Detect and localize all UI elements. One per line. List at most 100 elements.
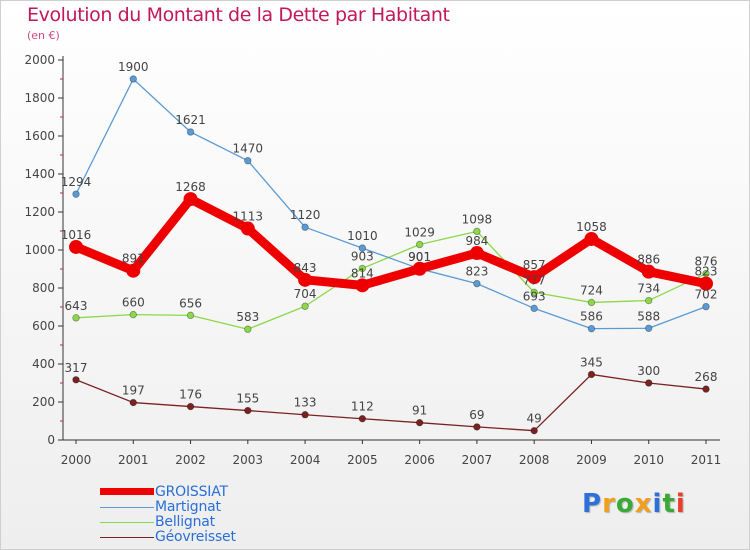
y-tick-label: 200 — [32, 395, 55, 409]
data-point — [584, 231, 599, 246]
logo-letter: t — [662, 489, 676, 519]
data-label: 876 — [695, 255, 718, 269]
data-label: 1029 — [404, 225, 435, 239]
data-point — [240, 221, 255, 236]
data-label: 823 — [695, 265, 718, 279]
data-point — [298, 272, 313, 287]
legend-label: Martignat — [155, 499, 221, 515]
legend-label: GROISSIAT — [155, 484, 228, 500]
data-point — [358, 244, 367, 252]
logo-letter: x — [634, 489, 653, 519]
legend-swatch — [100, 522, 154, 523]
logo-letter: r — [602, 489, 616, 519]
data-point — [186, 311, 195, 320]
data-label: 901 — [408, 250, 431, 264]
logo-letter: i — [675, 489, 686, 519]
data-label: 702 — [695, 288, 718, 302]
legend-label: Bellignat — [155, 514, 215, 530]
data-point — [530, 304, 538, 313]
data-point — [129, 398, 137, 407]
logo-letter: P — [582, 489, 603, 519]
legend-swatch — [100, 537, 154, 538]
data-label: 693 — [523, 289, 546, 303]
data-point — [415, 240, 424, 249]
data-point — [72, 314, 80, 322]
data-point — [645, 379, 653, 387]
legend-item-bellignat[interactable]: Bellignat — [100, 514, 360, 531]
legend-item-groissiat[interactable]: GROISSIAT — [100, 484, 360, 501]
axes: 0 200 400 600 800 1000 1200 1400 1600 1800 2000 200… — [24, 53, 721, 467]
x-tick-label: 2011 — [691, 453, 722, 467]
data-point — [473, 279, 481, 288]
legend-item-geovreisset[interactable]: Géovreisset — [100, 529, 360, 546]
x-tick-label: 2006 — [404, 453, 435, 467]
data-label: 891 — [122, 252, 145, 266]
data-labels: 1016 891 1268 1113 843 814 901 984 857 1058 886 823… — [61, 60, 718, 426]
data-point — [72, 190, 80, 198]
y-tick-label: 1000 — [24, 243, 55, 257]
data-label: 724 — [580, 283, 603, 297]
data-label: 734 — [637, 282, 660, 296]
data-label: 112 — [351, 400, 374, 414]
data-label: 345 — [580, 355, 603, 369]
data-point — [186, 402, 195, 411]
data-label: 843 — [294, 261, 317, 275]
logo-letter: i — [652, 489, 663, 519]
legend-swatch — [100, 507, 154, 508]
data-point — [301, 302, 309, 310]
x-tick-label: 2010 — [633, 453, 664, 467]
data-point — [244, 156, 252, 165]
y-tick-label: 400 — [32, 357, 55, 371]
data-point — [645, 296, 653, 305]
series-line-groissiat — [71, 194, 711, 290]
x-tick-label: 2005 — [347, 453, 378, 467]
data-point — [587, 298, 596, 307]
y-tick-label: 1200 — [24, 205, 55, 219]
data-label: 1010 — [347, 229, 378, 243]
data-label: 1268 — [175, 180, 206, 194]
data-label: 268 — [695, 370, 718, 384]
data-point — [186, 128, 195, 136]
data-point — [355, 278, 370, 293]
data-label: 903 — [351, 249, 374, 263]
legend-item-martignat[interactable]: Martignat — [100, 499, 360, 516]
x-tick-label: 2003 — [233, 453, 264, 467]
y-tick-label: 2000 — [24, 53, 55, 67]
data-point — [301, 411, 309, 419]
data-label: 1621 — [175, 113, 206, 127]
data-label: 583 — [236, 310, 259, 324]
data-label: 69 — [469, 408, 484, 422]
data-point — [412, 261, 427, 276]
y-tick-label: 1600 — [24, 129, 55, 143]
y-tick-label: 600 — [32, 319, 55, 333]
data-label: 704 — [294, 287, 317, 301]
data-label: 656 — [179, 296, 202, 310]
data-label: 777 — [523, 273, 546, 287]
data-point — [183, 192, 198, 207]
data-point — [244, 325, 252, 333]
x-tick-label: 2009 — [576, 453, 607, 467]
data-label: 1900 — [118, 60, 149, 74]
x-tick-label: 2001 — [118, 453, 149, 467]
x-tick-label: 2007 — [462, 453, 493, 467]
series-line-géovreisset — [75, 373, 707, 432]
data-point — [587, 324, 596, 333]
data-label: 823 — [465, 265, 488, 279]
proxiti-logo: Proxiti — [582, 489, 686, 519]
legend-swatch — [100, 488, 154, 495]
data-label: 317 — [65, 361, 88, 375]
data-point — [645, 324, 653, 332]
x-tick-label: 2002 — [175, 453, 206, 467]
data-point — [69, 239, 83, 254]
data-point — [358, 415, 367, 423]
data-label: 886 — [637, 253, 660, 267]
chart-title: Evolution du Montant de la Dette par Hab… — [27, 4, 450, 26]
data-label: 660 — [122, 296, 145, 310]
data-label: 586 — [580, 310, 603, 324]
data-point — [530, 426, 538, 435]
data-point — [530, 288, 538, 297]
data-point — [129, 75, 137, 83]
data-label: 49 — [527, 412, 542, 426]
data-label: 984 — [465, 234, 488, 248]
